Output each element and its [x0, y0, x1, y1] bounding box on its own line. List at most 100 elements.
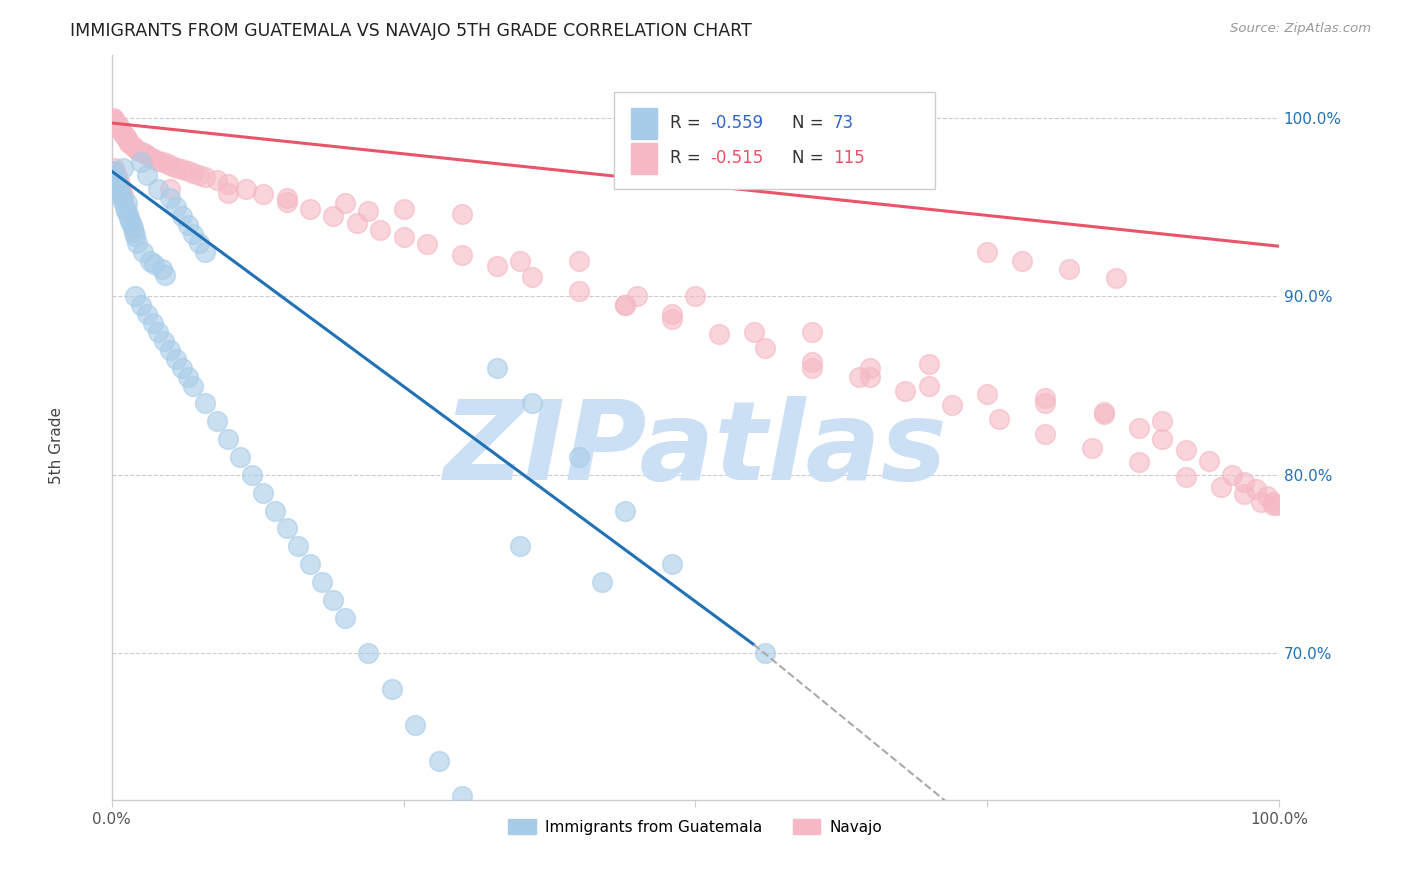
Point: [170, 360, 193, 375]
FancyBboxPatch shape: [613, 93, 935, 189]
Point: [103, 161, 125, 175]
Point: [205, 173, 228, 187]
Point: [918, 357, 941, 371]
Point: [381, 682, 404, 697]
Point: [170, 162, 193, 177]
Point: [1233, 487, 1256, 501]
Point: [987, 412, 1010, 426]
Point: [205, 414, 228, 428]
Point: [859, 360, 882, 375]
Point: [404, 718, 426, 732]
Point: [104, 114, 127, 128]
Point: [107, 118, 129, 132]
Point: [1035, 396, 1057, 410]
Point: [1174, 442, 1197, 457]
Point: [568, 284, 591, 298]
Text: N =: N =: [792, 149, 830, 167]
Point: [142, 316, 165, 330]
Point: [742, 325, 765, 339]
Point: [122, 225, 145, 239]
Point: [217, 177, 239, 191]
Point: [1233, 475, 1256, 489]
Point: [229, 450, 252, 464]
Point: [451, 248, 474, 262]
Point: [346, 216, 368, 230]
Point: [392, 230, 415, 244]
Point: [159, 191, 181, 205]
Point: [124, 289, 146, 303]
Point: [183, 227, 205, 241]
Point: [1198, 453, 1220, 467]
Point: [188, 168, 211, 182]
Point: [357, 203, 380, 218]
Text: Source: ZipAtlas.com: Source: ZipAtlas.com: [1230, 22, 1371, 36]
Point: [217, 186, 239, 200]
Point: [1265, 498, 1288, 512]
Point: [1261, 494, 1284, 508]
Point: [661, 557, 683, 571]
Point: [107, 182, 129, 196]
Point: [591, 574, 613, 589]
Point: [108, 121, 131, 136]
Point: [801, 355, 824, 369]
Point: [485, 360, 508, 375]
Point: [124, 141, 146, 155]
Point: [111, 193, 134, 207]
Point: [194, 169, 217, 184]
Point: [114, 130, 136, 145]
Point: [159, 343, 181, 357]
Point: [153, 334, 176, 348]
Point: [707, 326, 730, 341]
Point: [1092, 407, 1115, 421]
Point: [485, 259, 508, 273]
Point: [1128, 455, 1150, 469]
Point: [148, 182, 170, 196]
Point: [333, 196, 356, 211]
Point: [159, 182, 181, 196]
Point: [127, 143, 149, 157]
Point: [112, 161, 135, 175]
Point: [1152, 414, 1174, 428]
Point: [1152, 432, 1174, 446]
Point: [107, 120, 129, 134]
Point: [170, 209, 193, 223]
Bar: [631, 143, 657, 174]
Point: [976, 244, 998, 259]
Point: [1244, 482, 1267, 496]
Point: [134, 146, 156, 161]
Point: [121, 218, 143, 232]
Point: [520, 396, 543, 410]
Point: [614, 503, 637, 517]
Point: [626, 289, 648, 303]
Point: [183, 166, 205, 180]
Legend: Immigrants from Guatemala, Navajo: Immigrants from Guatemala, Navajo: [502, 813, 889, 840]
Point: [754, 341, 776, 355]
Point: [107, 175, 129, 189]
Point: [451, 207, 474, 221]
Point: [1035, 426, 1057, 441]
Point: [124, 228, 146, 243]
Point: [661, 307, 683, 321]
Text: -0.559: -0.559: [710, 114, 763, 132]
Point: [120, 214, 142, 228]
Point: [1220, 467, 1243, 482]
Point: [918, 378, 941, 392]
Point: [121, 139, 143, 153]
Point: [118, 211, 141, 225]
Point: [1174, 469, 1197, 483]
Point: [139, 253, 162, 268]
Point: [894, 384, 917, 398]
Text: 73: 73: [832, 114, 855, 132]
Point: [108, 178, 131, 193]
Point: [217, 432, 239, 446]
Point: [129, 145, 152, 159]
Point: [118, 136, 141, 150]
Point: [1092, 405, 1115, 419]
Point: [333, 610, 356, 624]
Point: [104, 164, 127, 178]
Point: [115, 196, 138, 211]
Point: [299, 557, 322, 571]
Point: [110, 123, 132, 137]
Point: [1011, 253, 1033, 268]
Point: [108, 186, 131, 200]
